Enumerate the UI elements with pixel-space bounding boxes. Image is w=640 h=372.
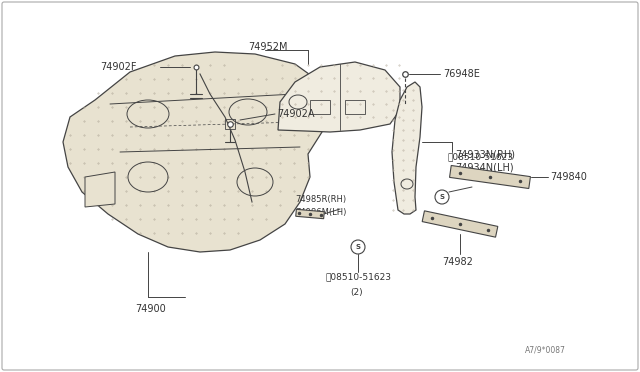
Polygon shape	[296, 209, 324, 219]
Text: 74986M(LH): 74986M(LH)	[295, 208, 346, 217]
Polygon shape	[278, 62, 400, 132]
Text: (2): (2)	[463, 167, 476, 176]
Text: 74982: 74982	[442, 257, 473, 267]
Text: 74985R(RH): 74985R(RH)	[295, 195, 346, 203]
Text: (2): (2)	[350, 288, 363, 296]
Text: 749840: 749840	[550, 172, 587, 182]
Text: A7/9*0087: A7/9*0087	[525, 346, 566, 355]
Text: 74900: 74900	[135, 304, 166, 314]
Polygon shape	[392, 82, 422, 214]
Polygon shape	[449, 166, 531, 189]
Text: 74902F: 74902F	[100, 62, 136, 72]
Text: 74933N(RH): 74933N(RH)	[455, 149, 515, 159]
Text: Ⓝ08510-51623: Ⓝ08510-51623	[325, 273, 391, 282]
Circle shape	[435, 190, 449, 204]
Polygon shape	[85, 172, 115, 207]
Text: S: S	[355, 244, 360, 250]
Text: S: S	[440, 194, 445, 200]
Polygon shape	[422, 211, 498, 237]
Text: 76948E: 76948E	[443, 69, 480, 79]
Circle shape	[351, 240, 365, 254]
Text: 74902A: 74902A	[277, 109, 314, 119]
Polygon shape	[63, 52, 328, 252]
Text: Ⓝ08510-51623: Ⓝ08510-51623	[448, 153, 514, 161]
Text: 74952M: 74952M	[248, 42, 287, 52]
Text: 74934N(LH): 74934N(LH)	[455, 162, 514, 172]
